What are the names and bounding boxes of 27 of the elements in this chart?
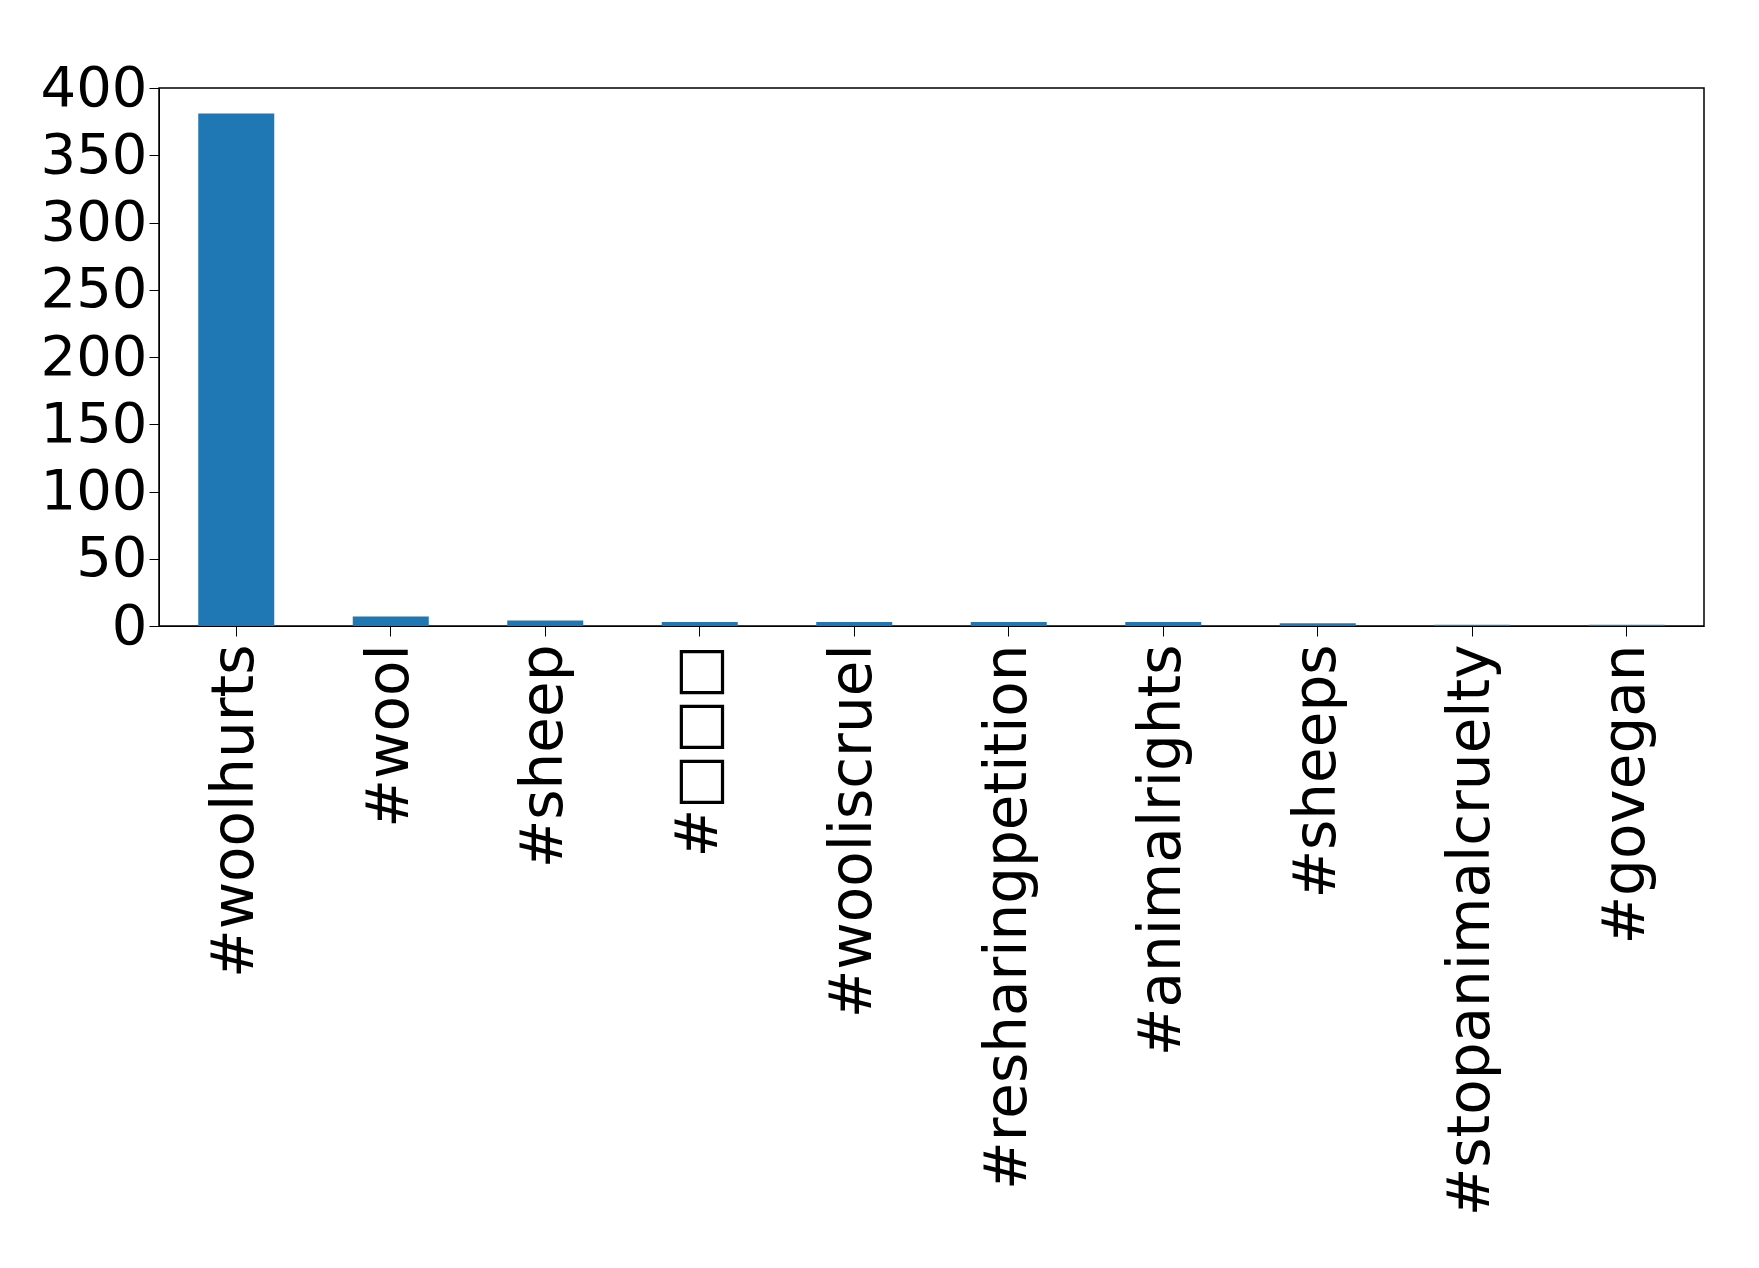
bar	[816, 621, 893, 626]
y-tick-label: 400	[40, 53, 148, 119]
y-tick-label: 0	[111, 591, 148, 657]
x-tick-label: #animalrights	[1126, 644, 1195, 1057]
bar	[1125, 621, 1202, 626]
x-tick-label: #wool	[353, 644, 422, 828]
x-tick-label: #wooliscruel	[817, 644, 886, 1019]
x-tick-label: #□□□	[662, 644, 731, 858]
bar	[661, 621, 738, 626]
x-tick-label: #govegan	[1589, 644, 1658, 945]
y-tick-label: 350	[40, 120, 148, 186]
y-tick-label: 200	[40, 322, 148, 388]
y-tick-label: 150	[40, 389, 148, 455]
bar	[507, 620, 584, 626]
bar	[1279, 623, 1356, 626]
x-tick-label: #stopanimalcruelty	[1435, 644, 1504, 1217]
y-tick-label: 250	[40, 255, 148, 321]
y-tick-label: 50	[76, 524, 148, 590]
x-tick-label: #sheeps	[1280, 644, 1349, 899]
x-tick-label: #woolhurts	[199, 644, 268, 978]
y-tick-label: 300	[40, 188, 148, 253]
x-tick-label: #sheep	[508, 644, 577, 869]
y-tick-label: 100	[40, 457, 148, 522]
bar	[970, 621, 1047, 626]
bar	[352, 616, 429, 626]
bar	[198, 113, 275, 626]
x-tick-label: #resharingpetition	[971, 644, 1040, 1190]
